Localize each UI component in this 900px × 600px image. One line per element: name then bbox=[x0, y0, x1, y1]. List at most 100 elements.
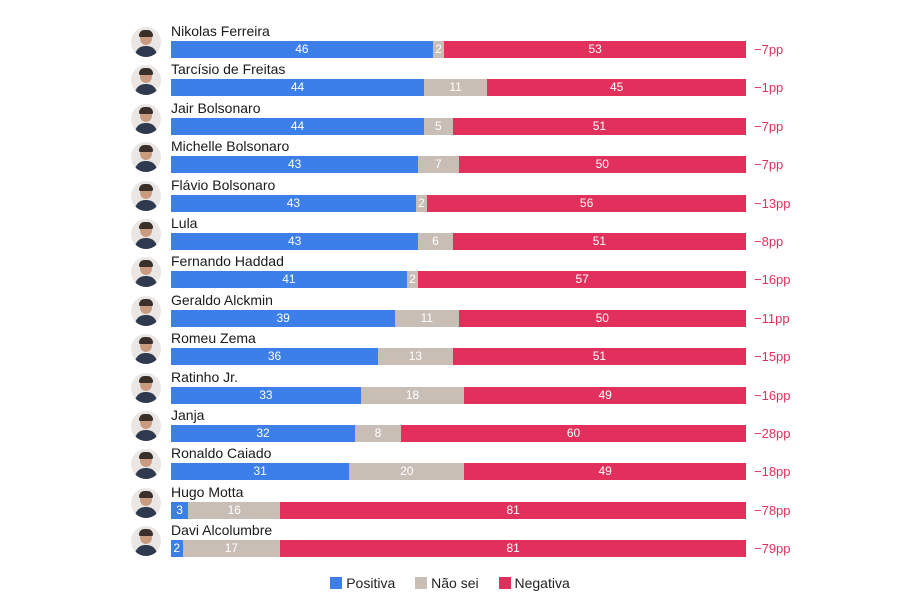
stacked-bar: 36 13 51 bbox=[171, 348, 746, 366]
bar-segment-nao-sei: 16 bbox=[188, 501, 281, 519]
bar-segment-nao-sei: 11 bbox=[395, 309, 459, 327]
bar-segment-negativa: 57 bbox=[418, 271, 746, 289]
net-label: −16pp bbox=[754, 387, 791, 403]
avatar bbox=[131, 449, 161, 480]
category-label: Jair Bolsonaro bbox=[171, 99, 261, 116]
bar-segment-negativa: 51 bbox=[452, 117, 746, 135]
bar-segment-nao-sei: 11 bbox=[424, 79, 488, 97]
bar-segment-nao-sei: 13 bbox=[378, 348, 453, 366]
bar-segment-negativa: 53 bbox=[444, 41, 746, 58]
net-label: −1pp bbox=[754, 80, 784, 96]
bar-segment-negativa: 51 bbox=[452, 348, 746, 366]
avatar bbox=[131, 65, 161, 96]
bar-segment-nao-sei: 18 bbox=[360, 386, 465, 404]
bar-row-jair-bolsonaro: Jair Bolsonaro 44 5 51 −7pp bbox=[0, 100, 900, 138]
category-label: Ratinho Jr. bbox=[171, 368, 238, 385]
legend-label-negativa: Negativa bbox=[514, 575, 570, 592]
bar-segment-nao-sei: 6 bbox=[418, 233, 453, 250]
bar-segment-nao-sei: 2 bbox=[432, 41, 445, 58]
stacked-bar: 43 7 50 bbox=[171, 156, 746, 174]
bar-row-romeu-zema: Romeu Zema 36 13 51 −15pp bbox=[0, 330, 900, 368]
bar-segment-positiva: 46 bbox=[171, 41, 433, 58]
avatar bbox=[131, 487, 161, 518]
bar-segment-positiva: 43 bbox=[171, 156, 419, 174]
bar-row-nikolas-ferreira: Nikolas Ferreira 46 2 53 −7pp bbox=[0, 23, 900, 61]
category-label: Nikolas Ferreira bbox=[171, 23, 270, 39]
bar-row-tarcisio-de-freitas: Tarcísio de Freitas 44 11 45 −1pp bbox=[0, 61, 900, 99]
bar-segment-negativa: 49 bbox=[464, 463, 746, 481]
bar-row-davi-alcolumbre: Davi Alcolumbre 2 17 81 −79pp bbox=[0, 522, 900, 560]
category-label: Tarcísio de Freitas bbox=[171, 61, 286, 78]
legend-label-nao-sei: Não sei bbox=[431, 575, 479, 592]
avatar bbox=[131, 257, 161, 288]
net-label: −13pp bbox=[754, 195, 791, 211]
legend-swatch-negativa bbox=[498, 577, 511, 590]
avatar bbox=[131, 103, 161, 134]
legend-label-positiva: Positiva bbox=[346, 575, 396, 592]
bar-segment-negativa: 49 bbox=[464, 386, 746, 404]
net-label: −7pp bbox=[754, 42, 784, 57]
bar-segment-positiva: 36 bbox=[171, 348, 378, 366]
avatar bbox=[131, 142, 161, 173]
net-label: −79pp bbox=[754, 541, 791, 557]
category-label: Flávio Bolsonaro bbox=[171, 176, 276, 193]
bar-segment-positiva: 31 bbox=[171, 463, 350, 481]
bar-segment-nao-sei: 20 bbox=[349, 463, 465, 481]
stacked-bar: 39 11 50 bbox=[171, 309, 746, 327]
stacked-bar: 33 18 49 bbox=[171, 386, 746, 404]
bar-segment-positiva: 3 bbox=[171, 501, 189, 519]
bar-row-janja: Janja 32 8 60 −28pp bbox=[0, 407, 900, 445]
bar-segment-nao-sei: 17 bbox=[182, 540, 281, 558]
category-label: Michelle Bolsonaro bbox=[171, 138, 290, 155]
category-label: Janja bbox=[171, 407, 205, 423]
bar-segment-nao-sei: 2 bbox=[406, 271, 419, 289]
net-label: −28pp bbox=[754, 426, 791, 441]
avatar bbox=[131, 372, 161, 403]
bar-segment-positiva: 2 bbox=[171, 540, 183, 558]
bar-row-ronaldo-caiado: Ronaldo Caiado 31 20 49 −18pp bbox=[0, 445, 900, 483]
avatar bbox=[131, 27, 161, 57]
bar-row-geraldo-alckmin: Geraldo Alckmin 39 11 50 −11pp bbox=[0, 292, 900, 330]
bar-segment-negativa: 51 bbox=[452, 233, 746, 250]
bar-segment-negativa: 56 bbox=[427, 194, 746, 212]
avatar bbox=[131, 526, 161, 557]
bar-segment-positiva: 44 bbox=[171, 117, 424, 135]
stacked-bar: 3 16 81 bbox=[171, 501, 746, 519]
bar-segment-positiva: 44 bbox=[171, 79, 424, 97]
avatar bbox=[131, 334, 161, 365]
bar-segment-positiva: 39 bbox=[171, 309, 396, 327]
legend-swatch-nao-sei bbox=[415, 577, 428, 590]
bar-segment-positiva: 33 bbox=[171, 386, 361, 404]
category-label: Ronaldo Caiado bbox=[171, 445, 272, 462]
bar-segment-nao-sei: 8 bbox=[355, 425, 401, 442]
category-label: Romeu Zema bbox=[171, 330, 256, 347]
bar-segment-nao-sei: 7 bbox=[418, 156, 459, 174]
legend-swatch-positiva bbox=[330, 577, 343, 590]
stacked-bar: 32 8 60 bbox=[171, 425, 746, 442]
bar-segment-negativa: 81 bbox=[280, 540, 746, 558]
net-label: −16pp bbox=[754, 272, 791, 288]
stacked-bar: 44 11 45 bbox=[171, 79, 746, 97]
net-label: −8pp bbox=[754, 234, 784, 249]
net-label: −15pp bbox=[754, 349, 791, 365]
bar-segment-positiva: 32 bbox=[171, 425, 355, 442]
net-label: −7pp bbox=[754, 157, 784, 173]
category-label: Fernando Haddad bbox=[171, 253, 284, 270]
legend-item-positiva: Positiva bbox=[330, 575, 395, 591]
avatar bbox=[131, 219, 161, 249]
bar-segment-nao-sei: 2 bbox=[415, 194, 428, 212]
bar-segment-positiva: 43 bbox=[171, 233, 419, 250]
bar-segment-positiva: 43 bbox=[171, 194, 416, 212]
stacked-bar: 2 17 81 bbox=[171, 540, 746, 558]
bar-row-michelle-bolsonaro: Michelle Bolsonaro 43 7 50 −7pp bbox=[0, 138, 900, 176]
bar-segment-negativa: 81 bbox=[280, 501, 746, 519]
bar-row-lula: Lula 43 6 51 −8pp bbox=[0, 215, 900, 253]
category-label: Davi Alcolumbre bbox=[171, 522, 273, 539]
category-label: Geraldo Alckmin bbox=[171, 291, 273, 308]
stacked-bar: 31 20 49 bbox=[171, 463, 746, 481]
bar-segment-negativa: 60 bbox=[401, 425, 746, 442]
category-label: Hugo Motta bbox=[171, 483, 244, 500]
bar-row-flavio-bolsonaro: Flávio Bolsonaro 43 2 56 −13pp bbox=[0, 177, 900, 215]
avatar bbox=[131, 295, 161, 326]
